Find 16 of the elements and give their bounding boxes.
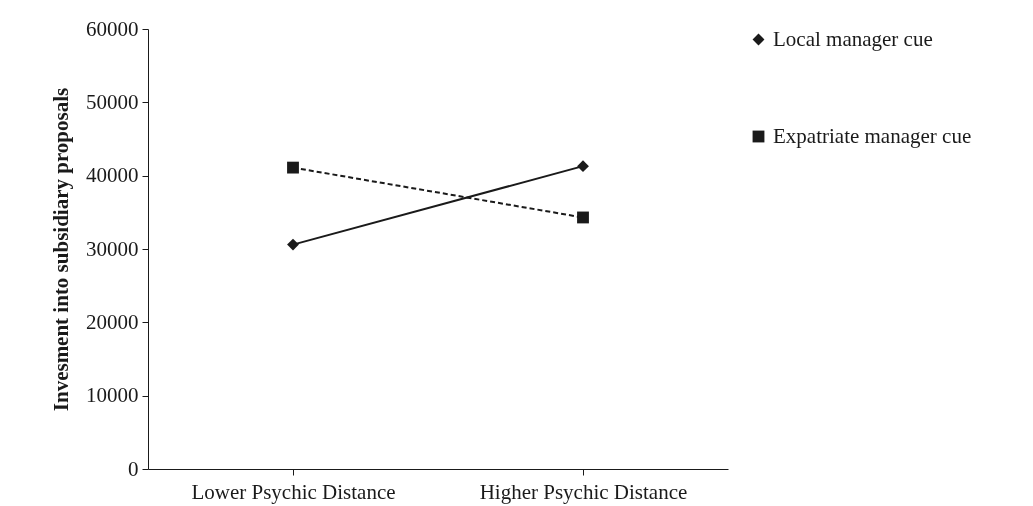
y-tick-label: 10000: [86, 383, 139, 408]
y-tick-label: 40000: [86, 163, 139, 188]
x-tick-label: Lower Psychic Distance: [191, 479, 396, 504]
point: [287, 161, 299, 174]
point: [577, 160, 589, 173]
y-tick-label: 20000: [86, 309, 139, 334]
y-axis-title: Invesment into subsidiary proposals: [49, 87, 73, 412]
x-tick-label: Higher Psychic Distance: [479, 479, 688, 504]
point: [577, 211, 589, 224]
y-tick-label: 0: [128, 456, 139, 481]
legend-label: Expatriate manager cue: [773, 123, 972, 148]
y-tick-label: 30000: [86, 236, 139, 261]
point: [287, 238, 299, 251]
y-tick-label: 50000: [86, 89, 139, 114]
y-tick-label: 60000: [86, 16, 139, 41]
legend-label: Local manager cue: [773, 26, 933, 51]
